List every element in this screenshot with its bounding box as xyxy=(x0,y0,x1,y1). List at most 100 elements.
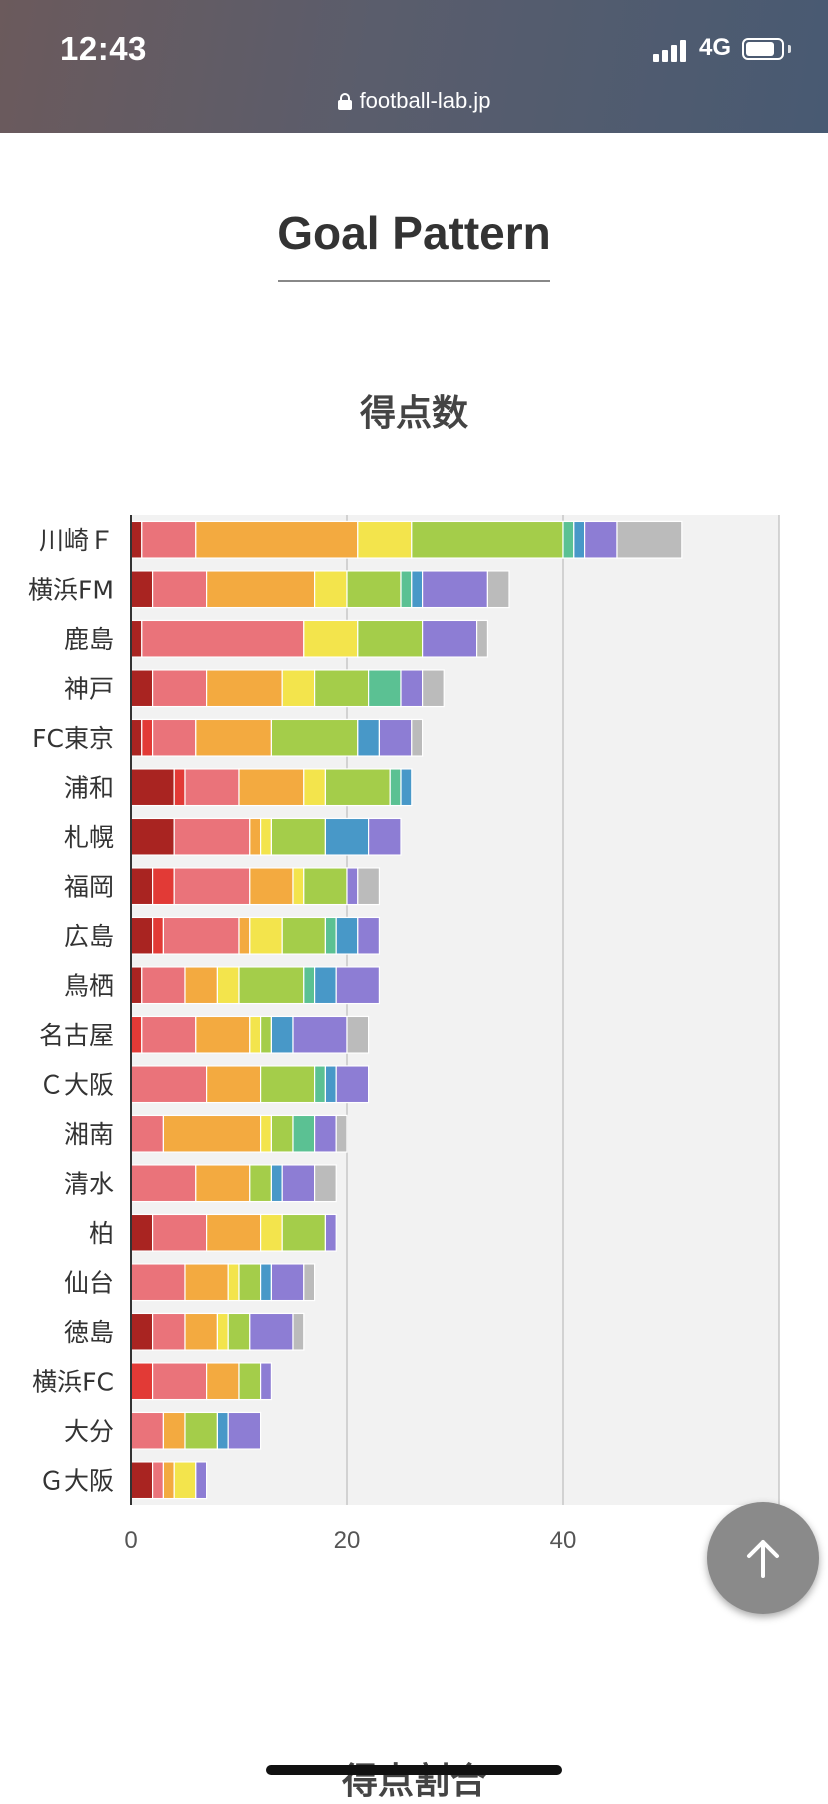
bar-segment xyxy=(184,768,240,807)
bar-segment xyxy=(162,916,240,955)
bar-segment xyxy=(314,1164,337,1203)
bar-segment xyxy=(303,768,326,807)
category-label: 神戸 xyxy=(64,674,114,703)
bar-segment xyxy=(346,1015,370,1054)
bar-segment xyxy=(573,520,586,559)
bar-segment xyxy=(130,1312,154,1351)
goals-chart: 0204060川崎Ｆ横浜FM鹿島神戸FC東京浦和札幌福岡広島鳥栖名古屋Ｃ大阪湘南… xyxy=(28,515,792,1554)
category-label: 徳島 xyxy=(64,1318,114,1347)
bar-segment xyxy=(270,817,326,856)
bar-segment xyxy=(411,570,424,609)
bar-segment xyxy=(260,1065,316,1104)
bar-segment xyxy=(292,1312,305,1351)
status-bar: 12:43 4G football-lab.jp xyxy=(0,0,828,133)
bar-segment xyxy=(130,966,143,1005)
bar-segment xyxy=(216,966,240,1005)
bar-segment xyxy=(292,1114,316,1153)
bar-segment xyxy=(206,570,316,609)
bar-segment xyxy=(227,1263,240,1302)
category-label: 川崎Ｆ xyxy=(39,526,114,555)
bar-segment xyxy=(249,867,294,906)
bar-segment xyxy=(227,1312,251,1351)
bar-segment xyxy=(195,718,273,757)
bar-segment xyxy=(411,718,424,757)
bar-segment xyxy=(335,966,381,1005)
next-section-title: 得点割合 xyxy=(341,1760,486,1801)
bar-segment xyxy=(141,1015,197,1054)
bar-segment xyxy=(270,718,359,757)
bar-segment xyxy=(270,1164,283,1203)
battery-icon xyxy=(742,38,784,60)
x-tick-label: 40 xyxy=(550,1527,577,1554)
scroll-to-top-button[interactable] xyxy=(707,1502,819,1614)
bar-segment xyxy=(206,1362,240,1401)
bar-segment xyxy=(422,619,478,658)
bar-segment xyxy=(292,867,305,906)
bar-segment xyxy=(152,867,175,906)
bar-segment xyxy=(206,669,283,708)
bar-segment xyxy=(281,916,327,955)
bar-segment xyxy=(249,916,283,955)
bar-segment xyxy=(184,1263,229,1302)
bar-segment xyxy=(303,867,348,906)
bar-segment xyxy=(162,1461,175,1500)
bar-segment xyxy=(130,1461,154,1500)
bar-segment xyxy=(249,1312,294,1351)
bar-segment xyxy=(216,1312,229,1351)
bar-segment xyxy=(357,520,413,559)
bar-segment xyxy=(130,1213,154,1252)
network-type: 4G xyxy=(699,34,732,61)
bar-segment xyxy=(130,817,175,856)
bar-segment xyxy=(130,520,143,559)
bar-segment xyxy=(368,817,402,856)
bar-segment xyxy=(216,1411,229,1450)
category-label: 大分 xyxy=(64,1417,114,1446)
bar-segment xyxy=(314,669,370,708)
category-label: 福岡 xyxy=(64,872,114,901)
bar-segment xyxy=(346,867,359,906)
bar-segment xyxy=(335,1114,348,1153)
bar-segment xyxy=(130,1263,186,1302)
category-label: Ｃ大阪 xyxy=(39,1070,114,1099)
battery-cap xyxy=(788,45,791,53)
bar-segment xyxy=(324,916,337,955)
address-bar[interactable]: football-lab.jp xyxy=(0,88,828,114)
category-label: 鹿島 xyxy=(64,625,114,654)
bar-segment xyxy=(130,1164,197,1203)
bar-segment xyxy=(270,1263,305,1302)
bar-segment xyxy=(238,916,251,955)
bar-segment xyxy=(152,1312,186,1351)
bar-segment xyxy=(314,1114,337,1153)
bar-segment xyxy=(292,1015,348,1054)
bar-segment xyxy=(324,817,370,856)
bar-segment xyxy=(281,1164,316,1203)
bar-segment xyxy=(476,619,489,658)
bar-segment xyxy=(152,1362,208,1401)
bar-segment xyxy=(152,570,208,609)
bar-segment xyxy=(238,966,305,1005)
bar-segment xyxy=(314,1065,327,1104)
bar-segment xyxy=(130,1411,165,1450)
bar-segment xyxy=(130,768,175,807)
bar-segment xyxy=(357,718,380,757)
bar-segment xyxy=(422,669,445,708)
bar-segment xyxy=(130,1065,208,1104)
bar-segment xyxy=(389,768,402,807)
lock-icon xyxy=(337,93,352,110)
bar-segment xyxy=(368,669,402,708)
category-label: 仙台 xyxy=(64,1268,114,1297)
bar-segment xyxy=(130,718,143,757)
bar-segment xyxy=(486,570,510,609)
category-label: 湘南 xyxy=(64,1120,114,1149)
bar-segment xyxy=(270,1114,294,1153)
bar-segment xyxy=(281,669,316,708)
bar-segment xyxy=(206,1065,262,1104)
bar-segment xyxy=(260,1263,273,1302)
bar-segment xyxy=(238,1362,262,1401)
bar-segment xyxy=(184,1411,219,1450)
category-label: 鳥栖 xyxy=(64,971,114,1000)
bar-segment xyxy=(130,1015,143,1054)
bar-segment xyxy=(195,520,359,559)
bar-segment xyxy=(184,1312,219,1351)
category-label: 横浜FM xyxy=(28,575,114,604)
